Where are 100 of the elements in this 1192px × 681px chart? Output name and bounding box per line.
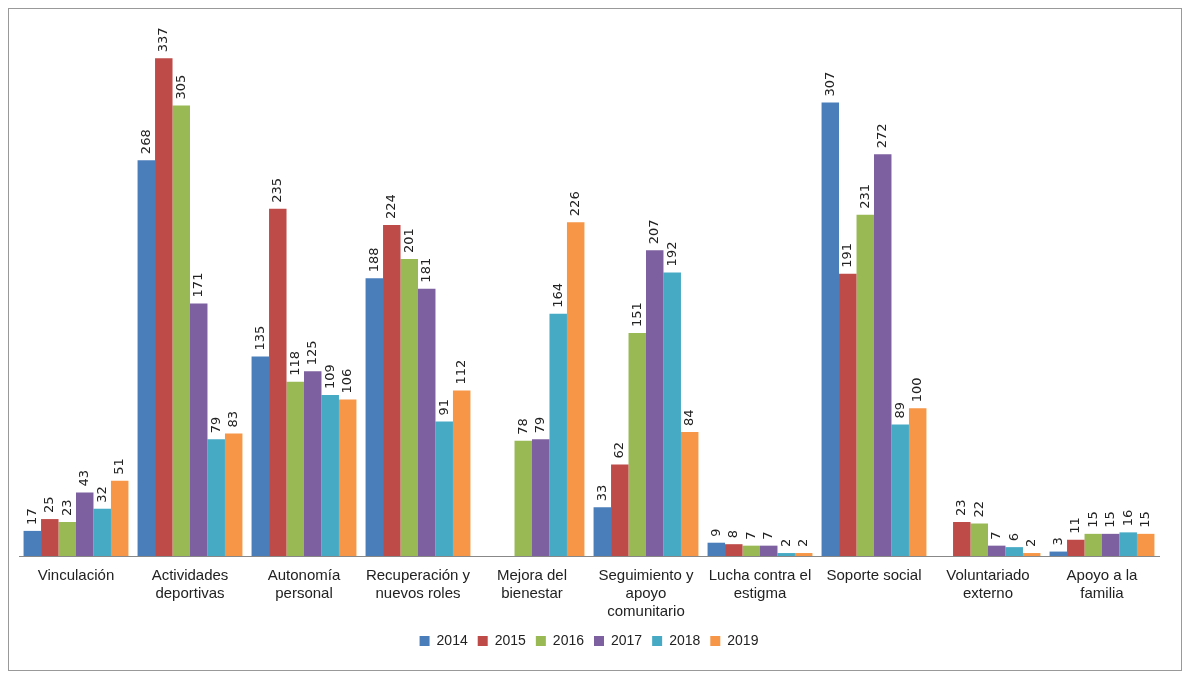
bar bbox=[707, 542, 726, 556]
bar bbox=[514, 440, 532, 556]
data-label: 22 bbox=[970, 500, 986, 518]
bar bbox=[155, 58, 173, 556]
data-label: 106 bbox=[339, 368, 355, 394]
data-label: 51 bbox=[111, 458, 127, 475]
data-label: 135 bbox=[251, 325, 267, 351]
data-label: 3 bbox=[1049, 537, 1065, 546]
data-label: 91 bbox=[435, 399, 451, 416]
bar bbox=[953, 522, 971, 556]
bar bbox=[400, 259, 418, 556]
bar bbox=[76, 492, 94, 556]
bar bbox=[1005, 547, 1023, 556]
data-label: 78 bbox=[514, 418, 530, 435]
bar bbox=[988, 545, 1006, 556]
bar bbox=[41, 519, 59, 556]
x-tick-label: Lucha contra el estigma bbox=[708, 566, 812, 602]
bar bbox=[435, 421, 453, 556]
bar bbox=[908, 408, 927, 556]
data-label: 112 bbox=[453, 359, 469, 385]
data-label: 84 bbox=[681, 409, 697, 426]
data-label: 15 bbox=[1102, 511, 1118, 528]
data-label: 7 bbox=[760, 531, 776, 540]
x-tick-label: Soporte social bbox=[826, 566, 922, 584]
x-tick-label: Recuperación y nuevos roles bbox=[365, 566, 471, 602]
data-label: 32 bbox=[93, 486, 109, 503]
data-label: 207 bbox=[646, 219, 662, 245]
bar bbox=[794, 553, 813, 556]
x-tick-label: Autonomía personal bbox=[267, 566, 341, 602]
bar bbox=[970, 523, 988, 556]
bar bbox=[1136, 533, 1155, 556]
bar bbox=[93, 508, 111, 556]
bar bbox=[251, 356, 270, 556]
data-label: 171 bbox=[190, 272, 206, 298]
data-label: 109 bbox=[321, 364, 337, 389]
x-tick-label: Apoyo a la familia bbox=[1066, 566, 1139, 602]
bar bbox=[172, 105, 190, 556]
bar bbox=[1119, 532, 1137, 556]
bar bbox=[365, 278, 384, 556]
data-label: 16 bbox=[1119, 509, 1135, 527]
data-label: 9 bbox=[707, 528, 723, 537]
data-label: 89 bbox=[891, 401, 907, 419]
legend-label: 2018 bbox=[669, 631, 701, 648]
bar bbox=[383, 225, 401, 556]
x-tick-label: Vinculación bbox=[37, 566, 115, 584]
data-label: 79 bbox=[207, 416, 223, 434]
x-tick-label: Actividades deportivas bbox=[151, 566, 229, 602]
data-label: 201 bbox=[400, 228, 416, 254]
bar bbox=[207, 439, 225, 556]
bar bbox=[663, 272, 681, 556]
bar bbox=[304, 371, 322, 556]
data-label: 2 bbox=[1023, 538, 1039, 548]
data-label: 23 bbox=[953, 499, 969, 517]
data-label: 83 bbox=[225, 410, 241, 428]
data-label: 62 bbox=[611, 441, 627, 459]
bar bbox=[418, 288, 436, 556]
bar bbox=[1084, 533, 1102, 556]
bar bbox=[286, 381, 304, 556]
data-label: 307 bbox=[821, 71, 837, 97]
data-label: 2 bbox=[795, 538, 811, 548]
bar bbox=[566, 222, 585, 556]
data-label: 100 bbox=[909, 377, 925, 403]
data-label: 8 bbox=[725, 529, 741, 539]
data-label: 7 bbox=[988, 531, 1004, 540]
data-label: 2 bbox=[777, 538, 793, 548]
bar bbox=[628, 332, 646, 556]
data-label: 17 bbox=[23, 508, 39, 525]
bar bbox=[338, 399, 357, 556]
data-label: 25 bbox=[41, 496, 57, 514]
x-tick-label: Seguimiento y apoyo comunitario bbox=[598, 566, 695, 620]
bar bbox=[452, 390, 471, 556]
data-label: 79 bbox=[532, 416, 548, 434]
bar bbox=[593, 507, 612, 556]
bar bbox=[725, 544, 743, 556]
data-label: 11 bbox=[1067, 517, 1083, 534]
data-label: 7 bbox=[742, 531, 758, 540]
bar bbox=[549, 313, 567, 556]
bar bbox=[760, 545, 778, 556]
bar bbox=[742, 545, 760, 556]
data-label: 43 bbox=[76, 469, 92, 487]
legend-label: 2019 bbox=[727, 631, 759, 648]
data-label: 15 bbox=[1137, 511, 1153, 528]
bar bbox=[1022, 553, 1041, 556]
data-label: 118 bbox=[286, 350, 302, 376]
data-label: 15 bbox=[1084, 511, 1100, 528]
legend-label: 2016 bbox=[552, 631, 585, 648]
bar bbox=[224, 433, 243, 556]
data-label: 181 bbox=[418, 257, 434, 283]
data-label: 272 bbox=[874, 123, 890, 149]
bar bbox=[646, 250, 664, 556]
legend-label: 2014 bbox=[436, 631, 468, 648]
bar bbox=[137, 160, 156, 556]
bar bbox=[874, 154, 892, 556]
bar bbox=[269, 208, 287, 556]
x-tick-label: Mejora del bienestar bbox=[496, 566, 568, 602]
data-label: 224 bbox=[383, 194, 399, 220]
bar bbox=[777, 553, 795, 556]
legend-label: 2015 bbox=[494, 631, 527, 648]
data-label: 268 bbox=[137, 129, 153, 155]
bar bbox=[321, 394, 339, 556]
